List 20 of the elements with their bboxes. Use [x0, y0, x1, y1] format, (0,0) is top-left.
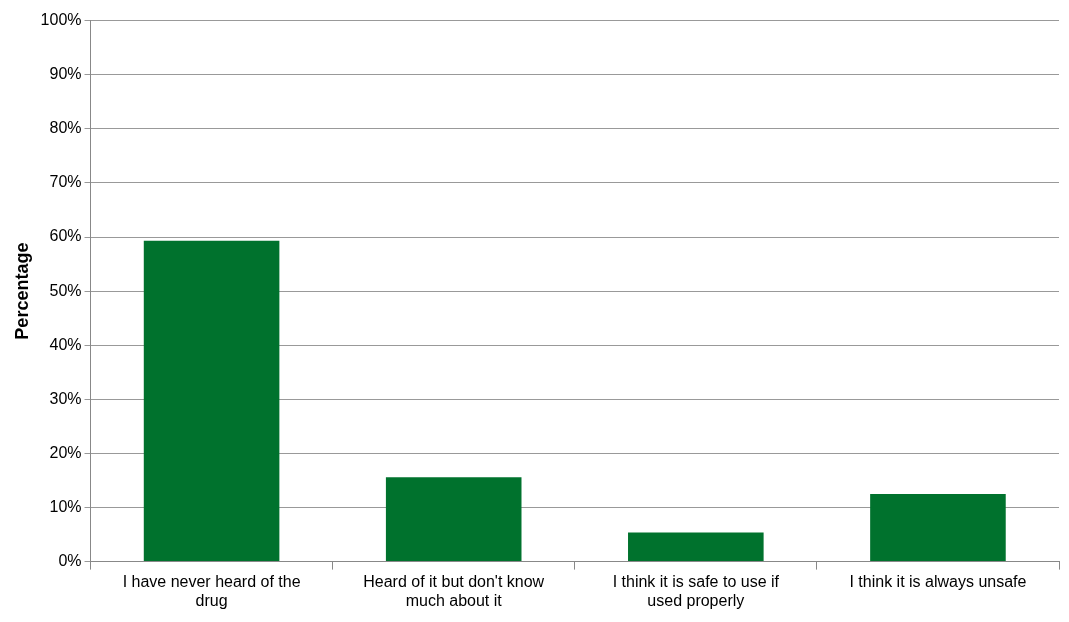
x-tick-label: Heard of it but don't know much about it [363, 572, 545, 609]
y-tick-label: 40% [49, 335, 82, 353]
y-tick-label: 20% [49, 443, 82, 461]
y-tick-label: 90% [49, 65, 82, 83]
bar [628, 532, 764, 562]
y-tick-label: 70% [49, 173, 82, 191]
x-tick-label: I have never heard of the drug [122, 572, 301, 609]
bar [385, 477, 522, 562]
bar [143, 240, 280, 562]
x-tick-label: I think it is safe to use if used properly [612, 572, 780, 609]
x-tick-label: I think it is always unsafe [849, 572, 1027, 590]
y-axis-title: Percentage [11, 242, 32, 340]
y-tick-label: 50% [49, 281, 82, 299]
y-tick-label: 0% [58, 552, 82, 570]
y-tick-label: 80% [49, 119, 82, 137]
y-tick-label: 10% [49, 497, 82, 515]
y-tick-label: 100% [40, 11, 82, 29]
y-tick-label: 30% [49, 389, 82, 407]
bar [870, 493, 1006, 562]
y-tick-label: 60% [49, 227, 82, 245]
